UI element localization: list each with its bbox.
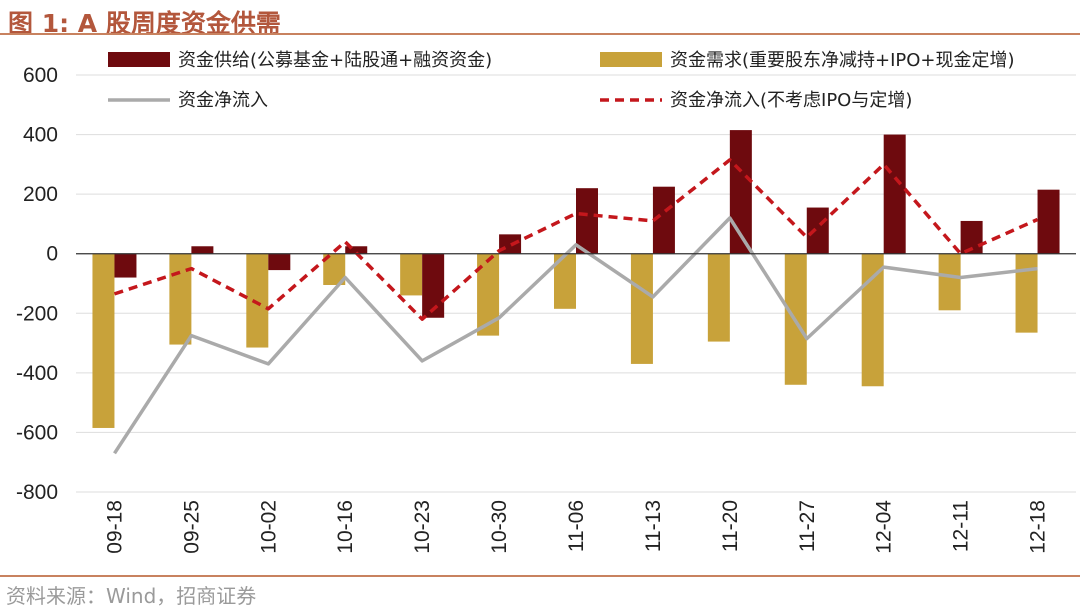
y-tick-label: 200: [23, 183, 58, 206]
source-rule: [0, 575, 1080, 577]
bar-supply: [960, 220, 983, 254]
bar-supply: [1037, 189, 1060, 254]
bar-demand: [92, 253, 115, 428]
x-tick-label: 12-04: [873, 500, 896, 554]
bar-demand: [554, 253, 576, 309]
x-tick-label: 11-20: [719, 500, 742, 552]
y-tick-label: 600: [23, 64, 58, 87]
bar-demand: [707, 253, 730, 342]
bar-supply: [652, 186, 675, 254]
y-tick-label: 0: [46, 243, 58, 266]
bar-supply: [576, 188, 598, 254]
x-tick-label: 11-13: [642, 500, 665, 552]
x-tick-label: 10-16: [334, 500, 357, 554]
x-tick-label: 12-18: [1027, 500, 1050, 554]
x-tick-label: 10-02: [257, 500, 280, 554]
legend-swatch: [600, 52, 662, 67]
legend-label: 资金供给(公募基金+陆股通+融资资金): [178, 50, 492, 71]
source-note: 资料来源：Wind，招商证券: [6, 584, 257, 608]
bar-demand: [1015, 253, 1038, 333]
bars: [92, 130, 1060, 428]
series-lines: [113, 158, 1039, 455]
x-tick-label: 11-06: [565, 500, 588, 552]
bar-supply: [422, 253, 445, 318]
x-tick-label: 12-11: [950, 500, 973, 552]
bar-supply: [345, 246, 368, 254]
legend-label: 资金净流入: [178, 90, 268, 111]
y-axis: 600 400 200 0 -200 -400 -600 -800: [16, 64, 58, 504]
x-axis: 09-18 09-25 10-02 10-16 10-23 10-30 11-06 11-13…: [76, 253, 1076, 554]
bar-supply: [729, 130, 752, 254]
x-tick-label: 10-23: [411, 500, 434, 554]
x-tick-label: 11-27: [796, 500, 819, 552]
bar-supply: [268, 253, 291, 271]
bar-demand: [323, 253, 346, 285]
bar-supply: [806, 207, 829, 254]
x-tick-label: 10-30: [488, 500, 511, 554]
y-tick-label: -600: [16, 421, 58, 444]
chart: 600 400 200 0 -200 -400 -600 -800 09-18 09-25 10-…: [16, 50, 1076, 554]
bar-demand: [400, 253, 423, 296]
line-net-inflow: [113, 216, 1038, 455]
bar-demand: [630, 253, 653, 364]
bar-supply: [191, 246, 214, 254]
bar-supply: [114, 253, 137, 278]
title-rule: [0, 33, 1080, 35]
legend: 资金供给(公募基金+陆股通+融资资金) 资金需求(重要股东净减持+IPO+现金定增…: [108, 50, 1015, 111]
bar-supply: [883, 134, 906, 254]
bar-demand: [246, 253, 269, 348]
line-net-inflow-ex-ipo: [113, 158, 1039, 321]
y-tick-label: -400: [16, 362, 58, 385]
legend-swatch: [108, 52, 170, 67]
legend-label: 资金需求(重要股东净减持+IPO+现金定增): [670, 50, 1015, 71]
y-tick-label: 400: [23, 124, 58, 147]
y-tick-label: -200: [16, 302, 58, 325]
legend-label: 资金净流入(不考虑IPO与定增): [670, 90, 912, 111]
x-tick-label: 09-18: [103, 500, 126, 554]
y-tick-label: -800: [16, 481, 58, 504]
x-tick-label: 09-25: [180, 500, 203, 554]
bar-demand: [477, 253, 500, 336]
bar-demand: [169, 253, 192, 345]
bar-demand: [861, 253, 884, 387]
bar-demand: [938, 253, 961, 311]
